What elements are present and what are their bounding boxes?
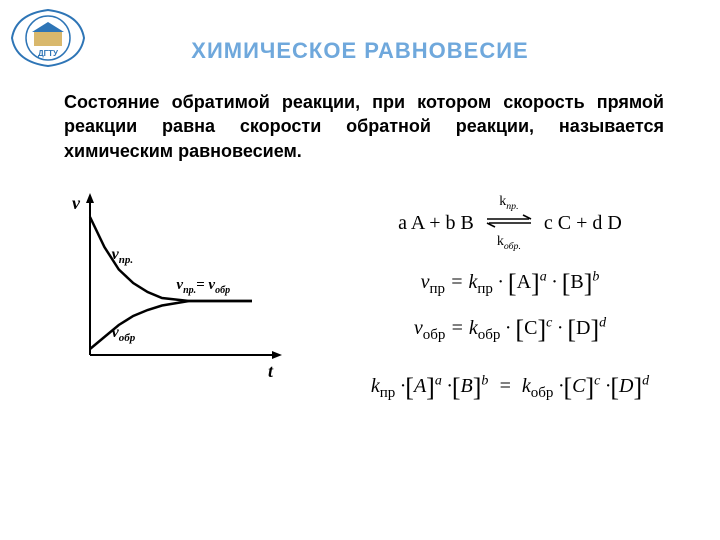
svg-text:v: v [72, 193, 81, 213]
equilibrium-equation: kпр ·[A]a ·[B]b = kобр ·[C]c ·[D]d [330, 373, 690, 403]
rate-vs-time-graph: vtvпр.vобрvпр.= vобр [62, 190, 292, 385]
reaction-lhs: a A + b B [398, 212, 474, 235]
reaction-rhs: c C + d D [544, 212, 622, 235]
definition-paragraph: Состояние обратимой реакции, при котором… [64, 90, 664, 163]
slide-title: ХИМИЧЕСКОЕ РАВНОВЕСИЕ [0, 38, 720, 64]
reverse-rate-equation: vобр = kобр · [C]c · [D]d [330, 315, 690, 345]
k-forward-label: kпр. [485, 195, 533, 212]
forward-rate-equation: vпр = kпр · [A]a · [B]b [330, 269, 690, 299]
equations-block: a A + b B kпр. kобр. c C + d D vпр = kпр… [330, 195, 690, 403]
reaction-equation: a A + b B kпр. kобр. c C + d D [330, 195, 690, 251]
svg-text:t: t [268, 361, 274, 381]
svg-text:vпр.= vобр: vпр.= vобр [176, 277, 230, 296]
k-reverse-label: kобр. [485, 235, 533, 252]
equilibrium-arrow-icon: kпр. kобр. [485, 195, 533, 251]
svg-text:vобр: vобр [112, 324, 136, 344]
